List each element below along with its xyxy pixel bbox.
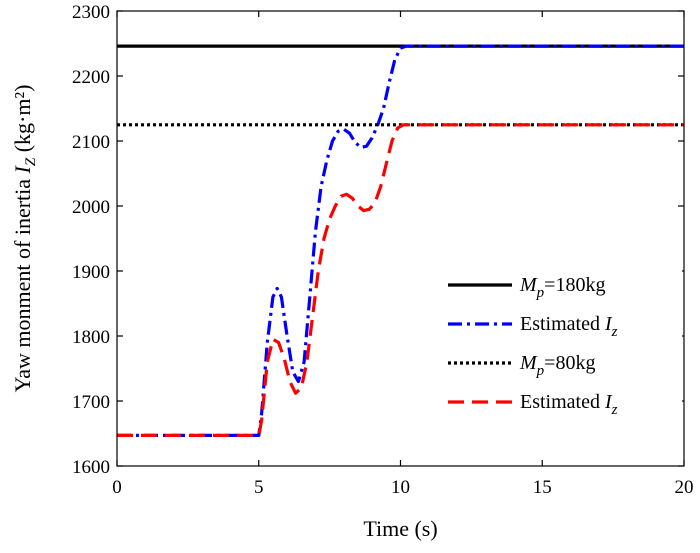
y-axis-title: Yaw monment of inertia IZ (kg·m²) [10,85,39,393]
y-tick-label: 1600 [72,457,110,478]
legend-mp180-symbol: M [519,274,538,296]
y-tick-label: 1700 [72,392,110,413]
legend-entry-mp80: Mp=80kg [519,352,595,379]
y-tick-label: 1900 [72,262,110,283]
y-tick-label: 2300 [72,2,110,23]
legend-background [442,263,682,449]
x-axis-title: Time (s) [363,516,437,541]
x-tick-label: 5 [254,477,264,498]
y-tick-label: 2100 [72,132,110,153]
legend-entry-est180: Estimated Iz [520,313,618,340]
legend-entry-est80: Estimated Iz [520,391,618,418]
legend-mp80-symbol: M [519,352,538,374]
legend-entry-mp180: Mp=180kg [519,274,605,301]
y-axis-title-suffix: (kg·m²) [10,85,35,158]
legend-mp80-text: =80kg [544,352,595,374]
x-tick-label: 15 [533,477,552,498]
y-tick-label: 2000 [72,197,110,218]
y-axis-title-subscript: Z [23,157,39,166]
y-tick-label: 1800 [72,327,110,348]
legend-est80-text: Estimated [520,391,605,413]
legend-mp80-subscript: p [536,363,545,379]
x-tick-label: 0 [112,477,122,498]
legend: Mp=180kg Estimated Iz Mp=80kg Estimated … [442,263,682,449]
y-axis: 1600 1700 1800 1900 2000 2100 2200 2300 [72,2,684,478]
legend-est180-symbol: I [604,313,613,335]
legend-mp180-subscript: p [536,285,545,301]
x-tick-label: 20 [675,477,694,498]
legend-est80-symbol: I [604,391,613,413]
y-axis-title-symbol: I [10,164,35,174]
legend-mp180-text: =180kg [544,274,605,296]
series-line-est180 [117,44,684,437]
legend-est180-subscript: z [611,324,618,340]
legend-est80-subscript: z [611,402,618,418]
x-axis: 0 5 10 15 20 [112,11,694,498]
y-tick-label: 2200 [72,67,110,88]
y-axis-title-prefix: Yaw monment of inertia [10,173,35,392]
plot-lines [117,44,684,437]
x-tick-label: 10 [391,477,410,498]
series-line-est80 [117,123,684,437]
legend-est180-text: Estimated [520,313,605,335]
